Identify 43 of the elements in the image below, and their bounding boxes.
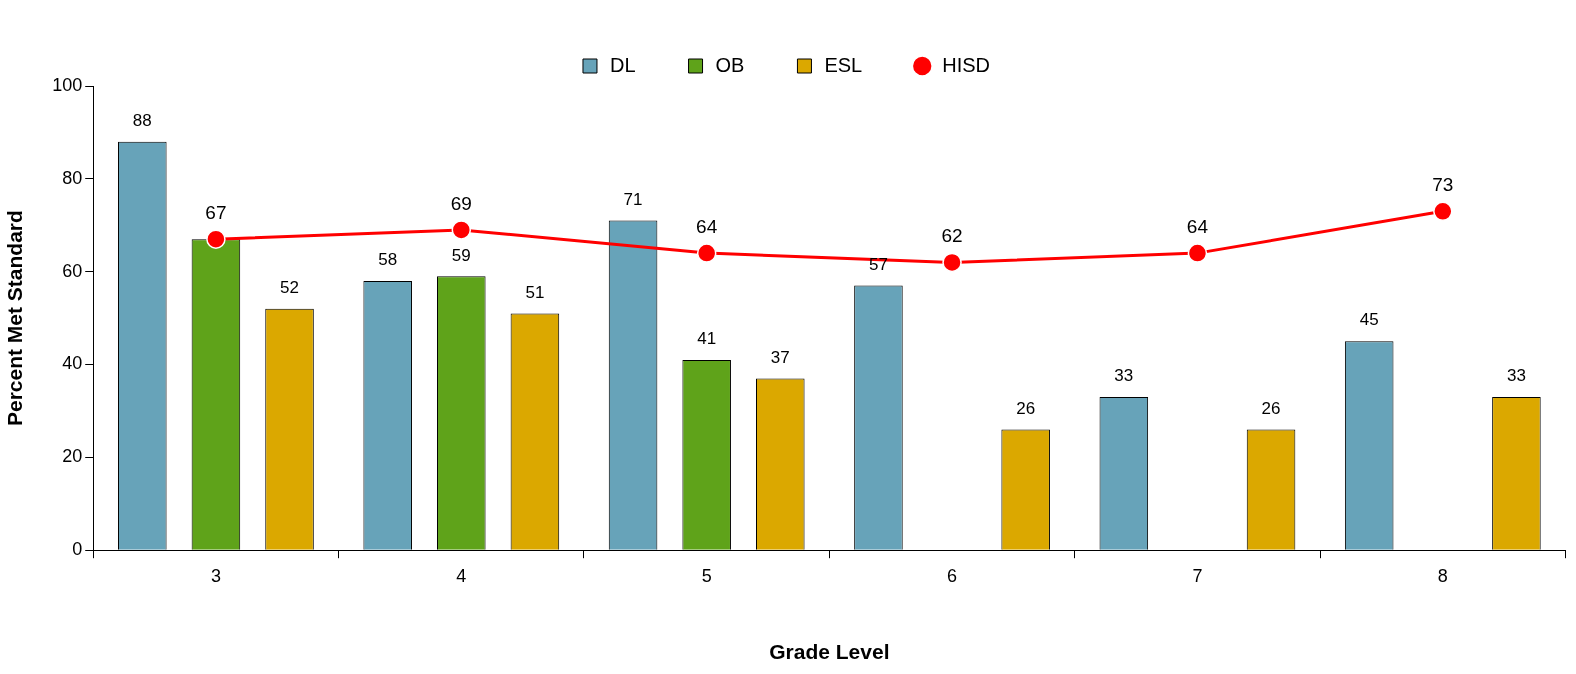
data-label: 45: [1359, 310, 1379, 330]
data-label: 33: [1114, 366, 1134, 386]
point: [1187, 243, 1208, 263]
legend-label: OB: [715, 53, 745, 76]
x-tick-label: 3: [210, 565, 221, 586]
x-axis-title: Grade Level: [769, 640, 890, 664]
point: [451, 220, 472, 240]
y-tick-label: 80: [62, 167, 83, 188]
data-label: 59: [451, 245, 471, 265]
y-tick-label: 60: [62, 260, 83, 281]
x-tick-label: 8: [1437, 565, 1448, 586]
data-label: 67: [205, 201, 227, 223]
data-label: 73: [1432, 174, 1454, 196]
y-tick-label: 0: [72, 539, 83, 560]
data-label: 88: [132, 110, 152, 130]
point: [206, 229, 226, 249]
point: [1433, 201, 1453, 222]
x-tick-label: 4: [456, 565, 467, 586]
data-label: 26: [1016, 398, 1036, 418]
y-tick-label: 40: [62, 353, 83, 374]
legend-label: ESL: [824, 53, 863, 76]
y-tick-label: 100: [52, 74, 83, 95]
y-axis-title: Percent Met Standard: [3, 210, 27, 427]
data-label: 26: [1261, 398, 1281, 418]
data-label: 64: [1186, 215, 1209, 237]
data-label: 71: [623, 189, 643, 209]
data-label: 52: [280, 278, 299, 297]
data-label: 51: [525, 282, 545, 302]
data-label: 37: [770, 347, 790, 367]
point: [942, 252, 962, 273]
data-label: 41: [697, 329, 717, 349]
legend-label: DL: [609, 53, 636, 76]
y-tick-label: 20: [62, 446, 83, 467]
x-tick-label: 6: [947, 565, 958, 586]
data-label: 64: [696, 215, 718, 237]
data-label: 33: [1506, 366, 1526, 386]
data-label: 58: [378, 250, 398, 270]
x-tick-label: 7: [1192, 565, 1203, 586]
data-label: 69: [450, 192, 472, 214]
legend-label: HISD: [942, 53, 991, 76]
data-label: 62: [941, 225, 963, 247]
point: [696, 243, 717, 263]
x-tick-label: 5: [701, 565, 712, 586]
